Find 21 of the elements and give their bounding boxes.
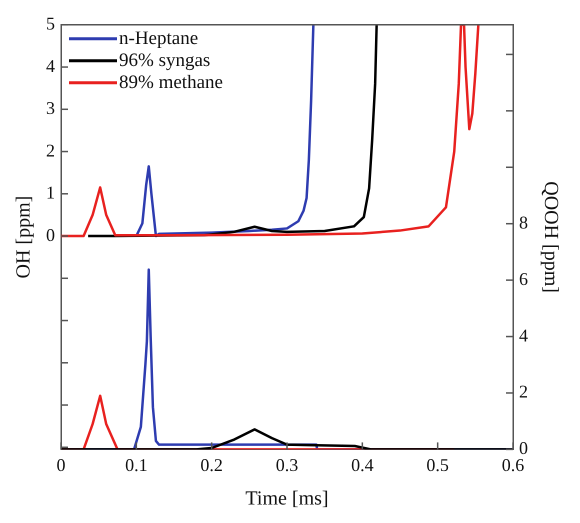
x-tick-label: 0.1	[125, 454, 148, 475]
y-axis-title: OH [ppm]	[12, 196, 34, 278]
y-tick-label: 2	[46, 140, 55, 160]
y-tick-label: 3	[46, 98, 55, 118]
y-tick-label: 4	[46, 56, 55, 76]
x-tick-label: 0.2	[200, 454, 223, 475]
y-tick-label: 1	[46, 182, 55, 203]
y2-axis-title: QOOH [ppm]	[540, 181, 562, 293]
legend-label: n-Heptane	[119, 28, 198, 49]
y2-tick-label: 6	[519, 268, 528, 289]
x-axis-title: Time [ms]	[245, 487, 329, 510]
y-tick-label: 5	[46, 14, 55, 34]
x-tick-label: 0.5	[426, 454, 449, 475]
legend-label: 89% methane	[119, 72, 223, 93]
y2-tick-label: 8	[519, 212, 528, 232]
x-tick-label: 0.4	[351, 454, 374, 475]
legend-label: 96% syngas	[119, 50, 210, 71]
x-tick-label: 0.3	[276, 454, 298, 475]
y-tick-label: 0	[46, 224, 55, 245]
y2-tick-label: 4	[519, 325, 528, 346]
y2-tick-label: 2	[519, 382, 528, 402]
